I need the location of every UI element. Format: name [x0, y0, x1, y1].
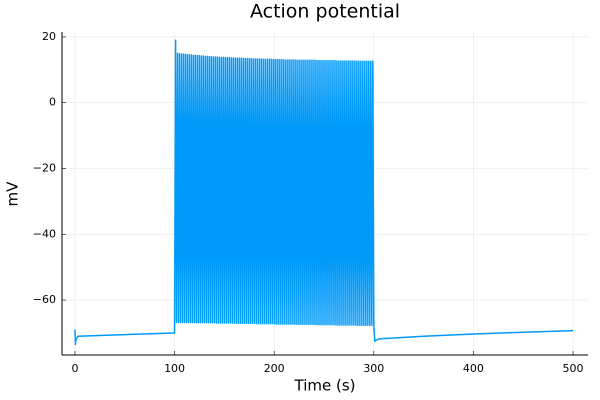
x-tick-label: 200	[264, 362, 285, 375]
y-tick-label: 0	[49, 96, 56, 109]
x-tick-label: 0	[71, 362, 78, 375]
data-line	[74, 39, 574, 346]
y-axis-label: mV	[4, 181, 22, 207]
x-axis-label: Time (s)	[294, 377, 356, 395]
y-tick-label: 20	[42, 30, 56, 43]
x-tick-label: 400	[463, 362, 484, 375]
x-tick-label: 100	[164, 362, 185, 375]
x-tick-label: 300	[363, 362, 384, 375]
x-tick-label: 500	[563, 362, 584, 375]
y-tick-label: −40	[33, 227, 56, 240]
y-tick-label: −60	[33, 293, 56, 306]
chart-title: Action potential	[250, 1, 400, 23]
y-tick-label: −20	[33, 162, 56, 175]
